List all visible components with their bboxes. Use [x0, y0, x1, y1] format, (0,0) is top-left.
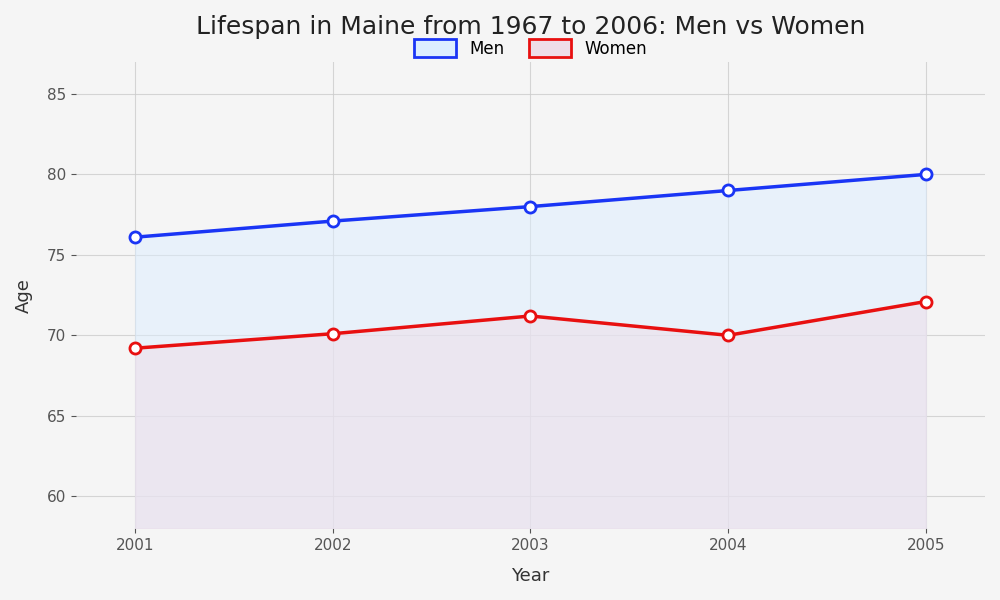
Y-axis label: Age: Age	[15, 278, 33, 313]
X-axis label: Year: Year	[511, 567, 550, 585]
Title: Lifespan in Maine from 1967 to 2006: Men vs Women: Lifespan in Maine from 1967 to 2006: Men…	[196, 15, 865, 39]
Legend: Men, Women: Men, Women	[407, 33, 654, 64]
